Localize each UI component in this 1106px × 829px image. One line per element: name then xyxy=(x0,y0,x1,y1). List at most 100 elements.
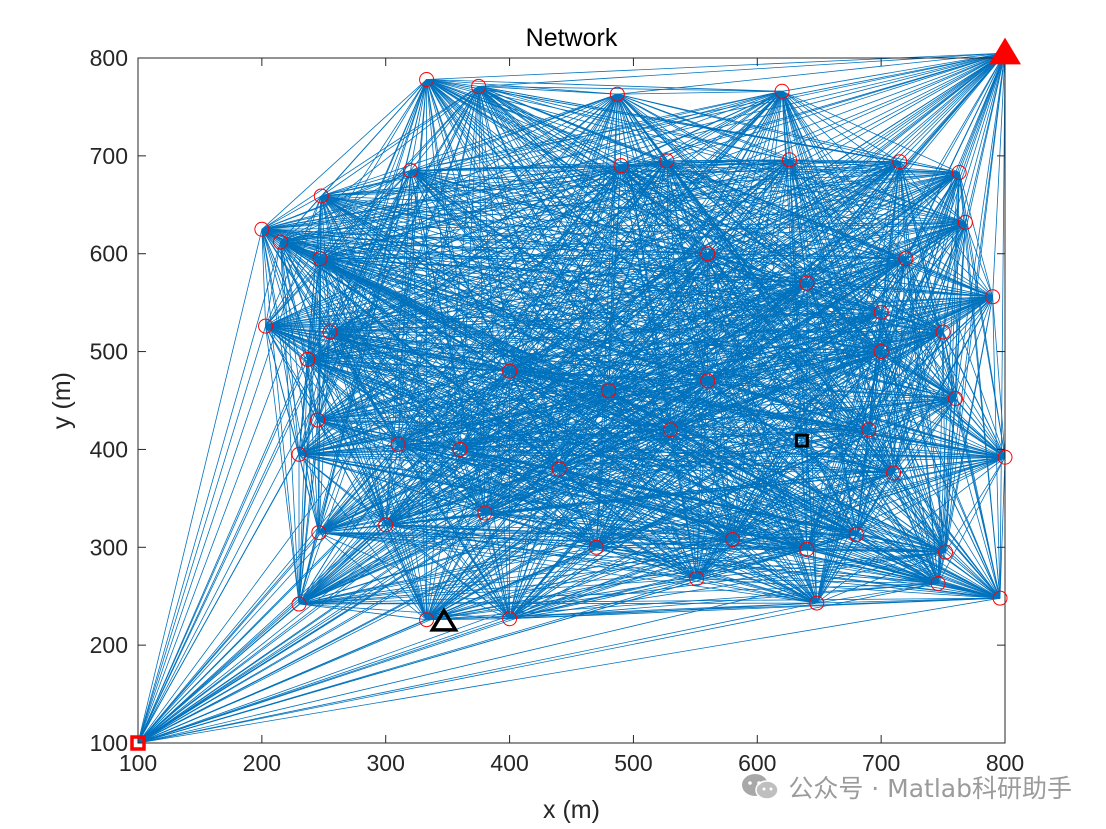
x-tick-label: 600 xyxy=(738,750,776,776)
node-marker xyxy=(291,596,307,612)
link-line xyxy=(298,534,857,605)
link-line xyxy=(596,222,966,548)
target-square-marker xyxy=(794,433,809,448)
link-line xyxy=(484,512,946,553)
link-line xyxy=(868,429,946,553)
link-line xyxy=(484,52,1006,514)
link-line xyxy=(893,52,1006,474)
node-marker xyxy=(957,214,973,230)
link-line xyxy=(265,241,281,327)
link-line xyxy=(426,79,783,92)
link-line xyxy=(137,597,1001,744)
link-line xyxy=(398,429,869,445)
link-line xyxy=(137,52,1006,744)
link-line xyxy=(318,52,1006,533)
link-line xyxy=(484,468,560,514)
link-line xyxy=(459,449,894,474)
link-line xyxy=(459,449,1006,458)
link-line xyxy=(280,241,597,548)
link-line xyxy=(329,222,966,333)
y-tick-label: 400 xyxy=(90,436,128,462)
link-line xyxy=(307,359,609,392)
link-line xyxy=(265,325,857,535)
node-marker xyxy=(258,318,274,334)
link-line xyxy=(280,161,900,243)
link-line xyxy=(666,160,960,173)
node-marker xyxy=(609,86,625,102)
link-line xyxy=(459,222,966,450)
link-line xyxy=(137,282,808,744)
link-line xyxy=(707,253,807,284)
link-line xyxy=(298,370,510,455)
link-line xyxy=(955,53,1006,399)
link-line xyxy=(385,449,461,526)
link-line xyxy=(298,578,697,605)
target-triangle-marker xyxy=(429,607,459,632)
node-marker xyxy=(898,251,914,267)
link-line xyxy=(426,172,960,621)
link-line xyxy=(509,331,944,372)
link-line xyxy=(955,398,1006,458)
link-line xyxy=(595,52,1006,548)
link-line xyxy=(856,534,1001,599)
link-line xyxy=(318,380,708,533)
link-line xyxy=(707,52,1006,382)
wechat-icon xyxy=(742,774,780,800)
y-tick-label: 200 xyxy=(90,632,128,658)
link-line xyxy=(696,52,1006,579)
link-line xyxy=(732,456,1006,540)
link-line xyxy=(329,312,882,333)
link-line xyxy=(789,52,1006,161)
link-line xyxy=(261,229,320,533)
link-line xyxy=(426,351,882,621)
node-marker xyxy=(799,541,815,557)
link-line xyxy=(696,551,946,579)
link-line xyxy=(317,380,708,421)
y-axis-label: y (m) xyxy=(48,372,76,429)
link-line xyxy=(307,312,882,360)
link-line xyxy=(410,160,667,171)
link-line xyxy=(856,52,1006,535)
node-marker xyxy=(700,246,716,262)
link-line xyxy=(806,429,870,550)
link-line xyxy=(137,86,479,744)
link-line xyxy=(880,52,1006,352)
link-line xyxy=(298,331,944,455)
link-line xyxy=(880,312,944,333)
link-line xyxy=(298,52,1006,455)
link-line xyxy=(608,331,944,392)
link-line xyxy=(459,52,1006,450)
link-line xyxy=(856,534,939,584)
link-line xyxy=(509,539,733,620)
node-marker xyxy=(601,383,617,399)
link-line xyxy=(732,258,907,540)
x-tick-label: 700 xyxy=(862,750,900,776)
link-line xyxy=(696,578,939,584)
link-line xyxy=(321,93,618,197)
link-line xyxy=(317,161,900,421)
node-marker xyxy=(892,154,908,170)
link-line xyxy=(595,390,610,548)
link-line xyxy=(385,524,946,553)
link-line xyxy=(307,331,331,360)
node-marker xyxy=(419,72,435,88)
link-line xyxy=(596,546,1001,599)
node-marker xyxy=(935,324,951,340)
link-line xyxy=(397,52,1006,445)
link-line xyxy=(868,429,1001,599)
link-line xyxy=(137,429,671,744)
link-line xyxy=(478,86,946,553)
link-line xyxy=(617,93,882,313)
link-line xyxy=(707,91,783,254)
node-marker xyxy=(378,517,394,533)
link-line xyxy=(707,380,869,431)
link-line xyxy=(298,551,946,605)
node-marker xyxy=(588,539,604,555)
link-line xyxy=(670,429,946,553)
node-marker xyxy=(930,575,946,591)
link-line xyxy=(265,160,668,327)
link-line xyxy=(261,165,622,230)
link-line xyxy=(478,52,1006,87)
source-node-marker xyxy=(130,735,146,751)
link-line xyxy=(298,453,510,620)
